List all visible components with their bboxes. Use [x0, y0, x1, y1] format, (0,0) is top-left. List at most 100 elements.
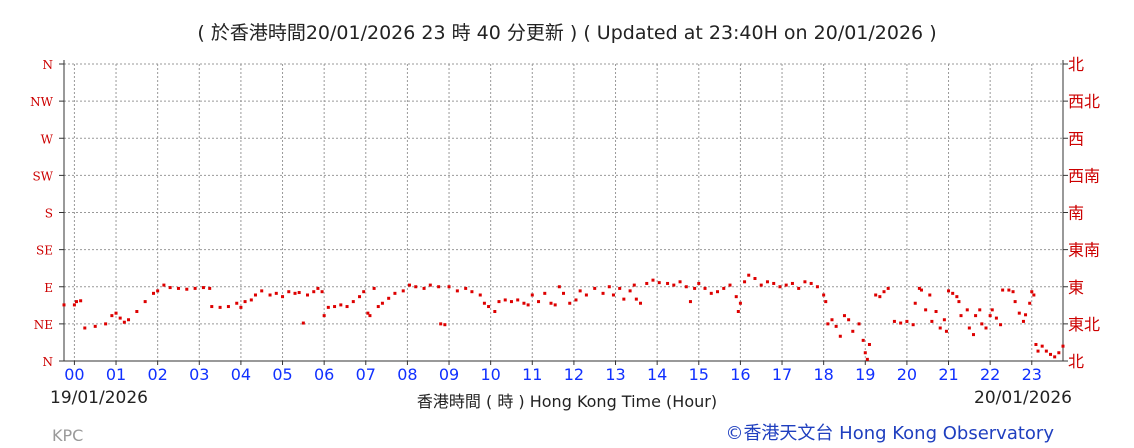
data-point [1061, 344, 1065, 348]
data-point [268, 293, 272, 297]
data-point [193, 286, 197, 290]
data-point [455, 289, 459, 293]
data-point [930, 319, 934, 323]
y-tick-label-left: N [43, 58, 54, 72]
data-point [482, 301, 486, 305]
data-point [618, 286, 622, 290]
data-point [978, 308, 982, 312]
data-point [778, 285, 782, 289]
x-tick-label: 01 [106, 365, 126, 384]
data-point [611, 293, 615, 297]
data-point [1036, 349, 1040, 353]
data-point [185, 287, 189, 291]
data-point [1011, 290, 1015, 294]
data-point [972, 333, 976, 337]
data-point [734, 295, 738, 299]
data-point [274, 291, 278, 295]
data-point [942, 318, 946, 322]
y-tick-label-right: 西北 [1068, 92, 1100, 111]
data-point [797, 286, 801, 290]
data-point [151, 291, 155, 295]
y-tick-label-right: 西 [1068, 129, 1084, 148]
data-point [938, 326, 942, 330]
data-point [984, 326, 988, 330]
data-points [62, 273, 1065, 361]
x-tick-label: 13 [605, 365, 625, 384]
data-point [368, 314, 372, 318]
data-point [657, 281, 661, 285]
data-point [905, 319, 909, 323]
y-tick-label-right: 東南 [1068, 241, 1100, 260]
data-point [822, 293, 826, 297]
data-point [358, 295, 362, 299]
data-point [320, 290, 324, 294]
data-point [1024, 313, 1028, 317]
data-point [79, 299, 83, 303]
x-tick-label: 18 [813, 365, 833, 384]
data-point [974, 314, 978, 318]
data-point [464, 286, 468, 290]
data-point [634, 297, 638, 301]
data-point [1032, 293, 1036, 297]
data-point [863, 351, 867, 355]
data-point [249, 298, 253, 302]
data-point [114, 311, 118, 315]
data-point [990, 308, 994, 312]
data-point [537, 300, 541, 304]
data-point [447, 285, 451, 289]
data-point [628, 289, 632, 293]
data-point [176, 286, 180, 290]
y-tick-label-right: 北 [1068, 55, 1084, 74]
y-tick-label-left: S [45, 207, 53, 221]
data-point [834, 324, 838, 328]
data-point [882, 290, 886, 294]
data-point [557, 285, 561, 289]
hour-axis: 00 01 02 03 04 05 06 07 08 09 10 11 12 13 14 15 16 17 18 19… [64, 361, 1042, 384]
data-point [765, 280, 769, 284]
data-point [503, 298, 507, 302]
data-point [967, 326, 971, 330]
data-point [867, 343, 871, 346]
data-point [955, 295, 959, 299]
data-point [1001, 288, 1005, 292]
data-point [549, 301, 553, 305]
data-point [376, 305, 380, 309]
grid-lines [64, 63, 1063, 362]
data-point [809, 281, 813, 285]
data-point [522, 301, 526, 305]
data-point [1030, 290, 1034, 294]
data-point [316, 286, 320, 290]
data-point [297, 291, 301, 295]
data-point [672, 283, 676, 287]
data-point [516, 298, 520, 302]
data-point [965, 308, 969, 312]
data-point [260, 289, 264, 293]
data-point [857, 322, 861, 326]
data-point [306, 293, 310, 297]
data-point [861, 338, 865, 342]
data-point [470, 290, 474, 294]
data-point [728, 283, 732, 287]
data-point [651, 278, 655, 282]
y-tick-label-right: 西南 [1068, 166, 1100, 185]
data-point [678, 280, 682, 284]
data-point [372, 286, 376, 290]
data-point [287, 290, 291, 294]
data-point [333, 305, 337, 309]
x-axis-label: 香港時間 ( 時 ) Hong Kong Time (Hour) [416, 392, 718, 411]
data-point [110, 314, 114, 318]
data-point [104, 322, 108, 326]
data-point [759, 283, 763, 287]
data-point [526, 303, 530, 307]
data-point [584, 293, 588, 297]
data-point [1007, 288, 1011, 292]
data-point [380, 301, 384, 305]
data-point [366, 311, 370, 315]
data-point [387, 296, 391, 300]
data-point [543, 291, 547, 295]
x-tick-label: 12 [564, 365, 584, 384]
data-point [497, 300, 501, 304]
data-point [947, 289, 951, 293]
